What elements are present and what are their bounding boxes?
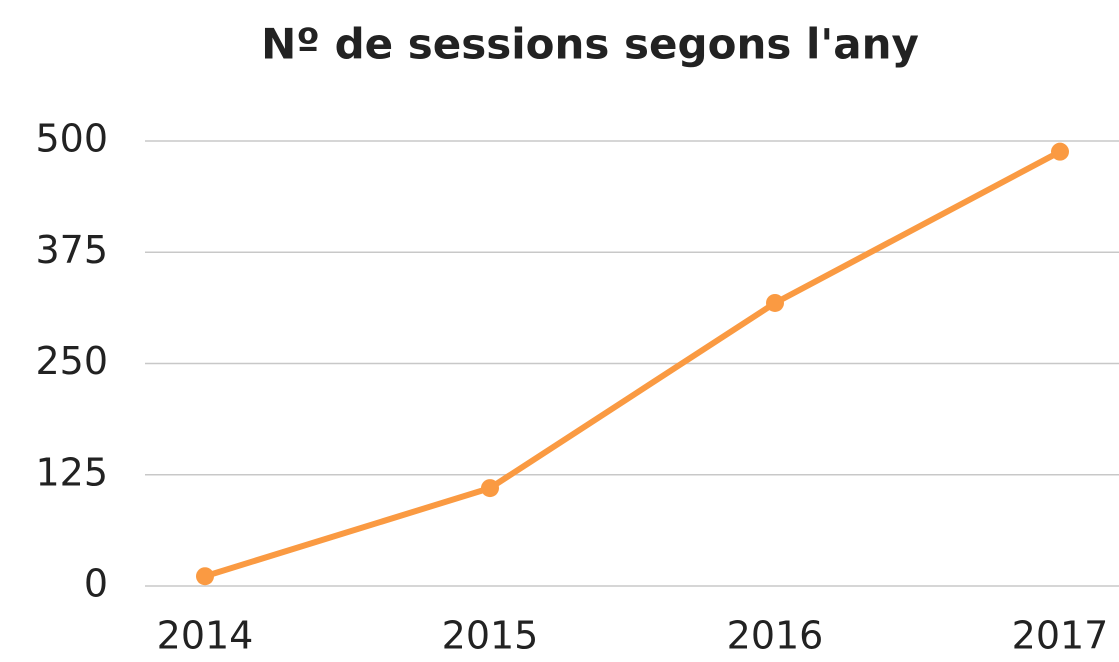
data-point [766, 293, 784, 312]
x-tick-label: 2015 [442, 614, 539, 658]
data-point [481, 479, 499, 498]
y-tick-label: 250 [35, 339, 108, 383]
series-line [202, 148, 1063, 580]
x-tick-label: 2014 [157, 614, 254, 658]
chart-title: Nº de sessions segons l'any [261, 20, 919, 69]
y-tick-label: 375 [35, 228, 108, 272]
y-tick-label: 0 [84, 562, 108, 606]
x-tick-label: 2017 [1012, 614, 1109, 658]
y-tick-label: 125 [35, 450, 108, 494]
data-point [1051, 142, 1069, 161]
x-tick-label: 2016 [727, 614, 824, 658]
data-point [196, 567, 214, 586]
y-tick-label: 500 [35, 117, 108, 161]
